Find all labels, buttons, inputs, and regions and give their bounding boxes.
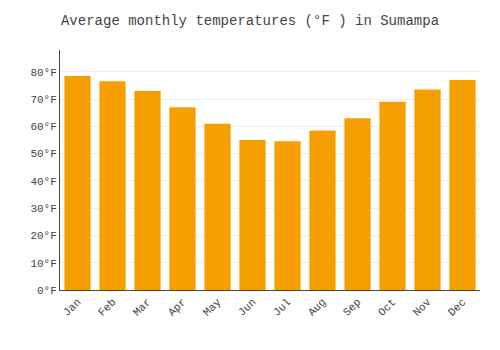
svg-text:Jul: Jul [271, 296, 293, 318]
svg-text:Nov: Nov [411, 296, 434, 319]
svg-text:30°F: 30°F [30, 203, 56, 215]
svg-text:70°F: 70°F [30, 94, 56, 106]
svg-text:Dec: Dec [446, 296, 468, 318]
svg-text:Jun: Jun [236, 296, 258, 318]
svg-text:Sep: Sep [341, 296, 363, 318]
svg-text:Average monthly temperatures (: Average monthly temperatures (°F ) in Su… [61, 13, 439, 29]
svg-text:80°F: 80°F [30, 67, 56, 79]
svg-text:60°F: 60°F [30, 121, 56, 133]
svg-text:40°F: 40°F [30, 176, 56, 188]
svg-text:20°F: 20°F [30, 230, 56, 242]
svg-text:50°F: 50°F [30, 148, 56, 160]
svg-text:10°F: 10°F [30, 258, 56, 270]
svg-text:0°F: 0°F [37, 285, 57, 297]
svg-text:Apr: Apr [166, 296, 188, 318]
svg-text:Mar: Mar [131, 296, 153, 318]
svg-text:Oct: Oct [376, 296, 398, 318]
svg-text:Aug: Aug [306, 296, 328, 318]
svg-text:Jan: Jan [61, 296, 83, 318]
svg-text:May: May [201, 296, 224, 319]
svg-text:Feb: Feb [96, 296, 118, 318]
